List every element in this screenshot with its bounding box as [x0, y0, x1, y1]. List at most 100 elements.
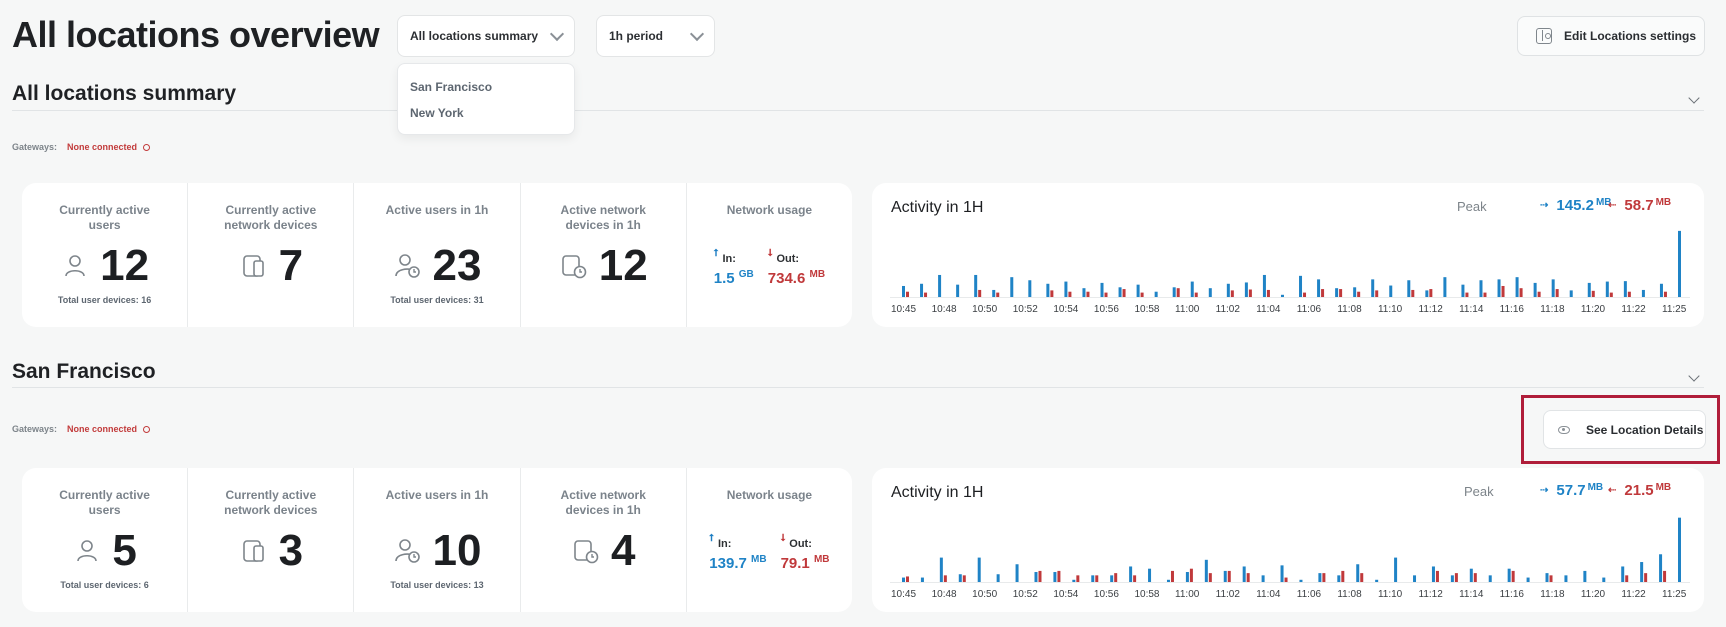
period-select[interactable]: 1h period: [596, 15, 715, 57]
bar-in: [1678, 230, 1681, 297]
stat-label: Active network devices in 1h: [560, 488, 646, 517]
section-divider: [12, 387, 1704, 388]
bar-out: [1360, 573, 1364, 582]
bar-in: [1353, 287, 1357, 297]
bar-in: [1461, 284, 1465, 297]
bar-out: [1038, 570, 1042, 582]
x-tick-label: 11:06: [1297, 589, 1322, 600]
bar-in: [1118, 287, 1122, 297]
bar-in: [974, 274, 978, 297]
net-in-value: 1.5: [713, 270, 735, 287]
stat-devices-1h: Active network devices in 1h 4: [521, 468, 687, 612]
user-clock-icon: [394, 254, 420, 278]
bar-in: [1053, 572, 1057, 582]
dropdown-item-san-francisco[interactable]: San Francisco: [410, 80, 493, 94]
x-tick-label: 11:25: [1662, 589, 1687, 600]
stats-card: Currently active users 12 Total user dev…: [22, 183, 852, 327]
bar-in: [1190, 281, 1194, 297]
bar-in: [1515, 277, 1519, 297]
bar-out: [924, 292, 928, 297]
net-out-unit: MB: [813, 554, 830, 565]
arrow-left-icon: ⇠: [1608, 485, 1617, 496]
see-location-details-button[interactable]: See Location Details: [1543, 410, 1706, 449]
arrow-left-icon: ⇠: [1608, 200, 1617, 211]
x-tick-label: 10:52: [1013, 589, 1038, 600]
stat-active-users: Currently active users 5 Total user devi…: [22, 468, 189, 612]
period-select-value: 1h period: [609, 29, 664, 43]
stat-active-devices: Currently active network devices 3: [188, 468, 355, 612]
bar-in: [1226, 283, 1230, 297]
bar-in: [920, 577, 924, 582]
arrow-up-icon: ⭡: [709, 533, 714, 544]
net-in-value: 139.7: [709, 555, 747, 572]
bar-in: [1280, 565, 1284, 582]
chevron-down-icon: [689, 26, 705, 41]
stat-sub: Total user devices: 31: [390, 295, 484, 305]
stat-network-usage: Network usage ⭡ In: 1.5 GB ⭣ Out: 734.6 MB: [687, 183, 852, 327]
gateways-status-text: None connected: [67, 142, 138, 152]
location-select[interactable]: All locations summary: [397, 15, 575, 57]
bar-in: [1659, 554, 1663, 582]
bar-in: [958, 574, 962, 582]
user-icon: [77, 540, 98, 562]
device-clock-icon: [574, 540, 599, 564]
stat-label: Currently active network devices: [224, 488, 318, 517]
stat-users-1h: Active users in 1h 23 Total user devices…: [354, 183, 521, 327]
chevron-down-icon[interactable]: [1688, 92, 1700, 104]
bar-in: [1497, 279, 1501, 297]
x-tick-label: 11:14: [1459, 589, 1484, 600]
bar-in: [1413, 575, 1417, 582]
arrow-right-icon: ⇢: [1540, 485, 1549, 496]
dropdown-item-new-york[interactable]: New York: [410, 106, 464, 120]
bar-in: [1371, 279, 1375, 297]
bar-in: [1244, 282, 1248, 297]
x-tick-label: 11:16: [1500, 589, 1525, 600]
bar-out: [1591, 290, 1595, 297]
bar-in: [1185, 572, 1189, 582]
bar-in: [992, 289, 996, 297]
x-tick-label: 11:00: [1175, 589, 1200, 600]
bar-in: [1166, 579, 1170, 582]
x-tick-label: 11:02: [1216, 304, 1241, 315]
bar-in: [1533, 282, 1537, 297]
stat-value: 23: [432, 241, 482, 290]
bar-out: [1068, 291, 1072, 297]
bar-in: [1064, 281, 1068, 297]
bar-out: [1086, 291, 1090, 297]
arrow-up-icon: ⭡: [713, 248, 719, 259]
peak-in-unit: MB: [1595, 197, 1612, 208]
bar-in: [1208, 288, 1212, 297]
bar-in: [1299, 579, 1303, 582]
edit-locations-settings-button[interactable]: Edit Locations settings: [1517, 16, 1705, 56]
x-tick-label: 10:58: [1134, 589, 1159, 600]
x-tick-label: 10:56: [1094, 304, 1119, 315]
bar-out: [1095, 575, 1099, 582]
peak-label: Peak: [1457, 199, 1487, 214]
stat-network-usage: Network usage ⭡ In: 139.7 MB ⭣ Out: 79.1 M…: [687, 468, 852, 612]
stat-users-1h: Active users in 1h 10 Total user devices…: [354, 468, 521, 612]
bar-in: [1564, 575, 1568, 582]
bar-in: [1623, 281, 1627, 297]
bar-out: [1227, 570, 1231, 582]
bar-in: [1204, 559, 1208, 582]
bar-out: [1465, 292, 1469, 297]
stats-card: Currently active users 5 Total user devi…: [22, 468, 852, 612]
bar-out: [906, 576, 909, 582]
x-tick-label: 11:10: [1378, 304, 1403, 315]
stat-value: 4: [610, 526, 636, 575]
x-tick-label: 11:18: [1540, 304, 1565, 315]
bar-in: [1280, 294, 1284, 297]
peak-in-value: 57.7: [1556, 482, 1586, 499]
x-tick-label: 11:18: [1540, 589, 1565, 600]
stat-sub: Total user devices: 16: [57, 295, 152, 305]
bar-in: [1425, 290, 1429, 297]
bar-out: [1501, 285, 1505, 297]
chevron-down-icon[interactable]: [1688, 370, 1700, 382]
bar-in: [938, 274, 942, 297]
gateways-status: Gateways: None connected: [12, 424, 151, 434]
bar-in: [1659, 283, 1663, 297]
bar-out: [1114, 573, 1118, 582]
net-out-value: 734.6: [767, 270, 806, 287]
x-tick-label: 10:52: [1013, 304, 1038, 315]
bar-in: [1091, 575, 1095, 582]
